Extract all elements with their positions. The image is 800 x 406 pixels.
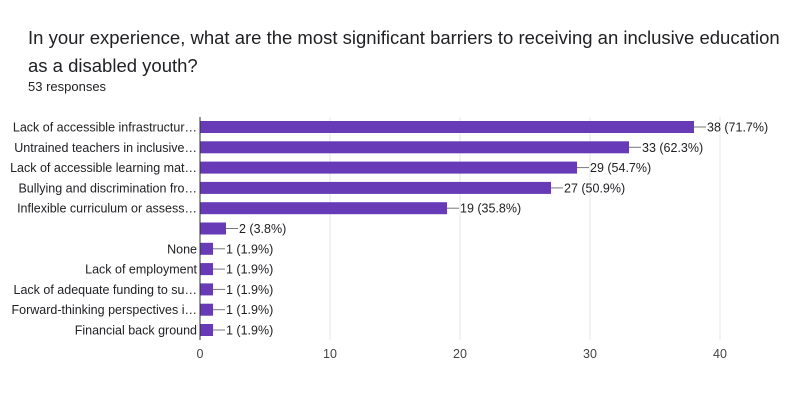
data-label: 1 (1.9%) — [226, 242, 273, 256]
grid-layer — [329, 117, 721, 340]
bar — [200, 141, 629, 154]
category-label: None — [167, 242, 197, 256]
category-label: Lack of employment — [85, 263, 197, 277]
bar — [200, 324, 213, 336]
category-label: Lack of adequate funding to su… — [14, 283, 197, 297]
bar — [200, 263, 213, 276]
data-label: 1 (1.9%) — [226, 303, 273, 317]
data-label: 1 (1.9%) — [226, 283, 273, 297]
data-label: 27 (50.9%) — [564, 181, 625, 195]
question-title: In your experience, what are the most si… — [28, 27, 780, 76]
label-layer: 38 (71.7%) Lack of accessible infrastruct… — [10, 121, 768, 338]
data-label: 1 (1.9%) — [226, 263, 273, 277]
data-label: 19 (35.8%) — [460, 202, 521, 216]
data-label: 38 (71.7%) — [707, 121, 768, 135]
category-label: Forward-thinking perspectives i… — [12, 303, 198, 317]
x-tick-label: 30 — [583, 347, 597, 361]
bar — [200, 242, 213, 255]
bar — [200, 181, 551, 194]
bar — [200, 283, 213, 296]
x-tick-label: 10 — [323, 347, 337, 361]
category-label: Lack of accessible learning mat… — [10, 161, 197, 175]
x-tick-label: 0 — [197, 347, 204, 361]
response-count: 53 responses — [28, 79, 107, 94]
axis-layer: 0 10 20 30 40 — [197, 117, 727, 361]
bar-layer — [200, 121, 694, 336]
x-tick-label: 20 — [453, 347, 467, 361]
category-label: Financial back ground — [75, 324, 197, 338]
data-label: 29 (54.7%) — [590, 161, 651, 175]
x-tick-label: 40 — [713, 347, 727, 361]
category-label: Lack of accessible infrastructur… — [13, 121, 197, 135]
category-label: Bullying and discrimination fro… — [18, 181, 197, 195]
bar — [200, 161, 577, 174]
category-label: Inflexible curriculum or assess… — [17, 202, 197, 216]
bar — [200, 121, 694, 133]
bar — [200, 222, 226, 235]
bar — [200, 303, 213, 316]
category-label: Untrained teachers in inclusive… — [14, 141, 197, 155]
data-label: 33 (62.3%) — [642, 141, 703, 155]
data-label: 2 (3.8%) — [239, 222, 286, 236]
data-label: 1 (1.9%) — [226, 324, 273, 338]
bar — [200, 202, 447, 215]
